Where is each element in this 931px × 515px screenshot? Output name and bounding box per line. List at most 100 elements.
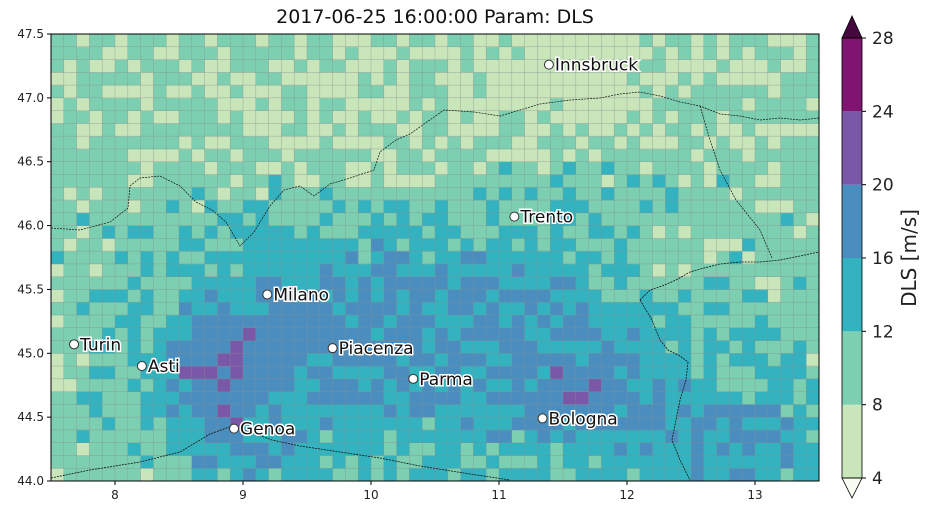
- grid-cell: [396, 136, 410, 150]
- grid-cell: [767, 225, 781, 239]
- grid-cell: [115, 161, 129, 175]
- grid-cell: [243, 110, 257, 124]
- grid-cell: [191, 276, 205, 290]
- grid-cell: [191, 97, 205, 111]
- grid-cell: [307, 123, 321, 137]
- grid-cell: [652, 429, 666, 443]
- grid-cell: [255, 417, 269, 431]
- grid-cell: [179, 59, 193, 73]
- grid-cell: [627, 85, 641, 99]
- grid-cell: [729, 148, 743, 163]
- grid-cell: [307, 404, 321, 418]
- grid-cell: [422, 238, 436, 252]
- grid-cell: [102, 110, 116, 124]
- grid-cell: [307, 212, 321, 226]
- grid-cell: [435, 327, 449, 341]
- grid-cell: [230, 110, 244, 124]
- grid-cell: [780, 97, 794, 111]
- grid-cell: [243, 289, 257, 303]
- grid-cell: [422, 378, 436, 392]
- grid-cell: [217, 353, 231, 367]
- grid-cell: [191, 353, 205, 367]
- grid-cell: [447, 378, 461, 392]
- grid-cell: [614, 251, 628, 265]
- grid-cell: [601, 302, 615, 316]
- grid-cell: [319, 391, 333, 405]
- grid-cell: [127, 353, 141, 367]
- grid-cell: [63, 148, 77, 163]
- grid-cell: [51, 34, 65, 48]
- grid-cell: [588, 148, 602, 163]
- grid-cell: [268, 417, 282, 431]
- grid-cell: [614, 263, 628, 277]
- grid-cell: [243, 238, 257, 252]
- grid-cell: [115, 46, 129, 60]
- grid-cell: [422, 353, 436, 367]
- grid-cell: [460, 289, 474, 303]
- grid-cell: [307, 72, 321, 86]
- grid-cell: [63, 59, 77, 73]
- grid-cell: [639, 97, 653, 111]
- grid-cell: [563, 442, 577, 456]
- grid-cell: [499, 59, 513, 73]
- grid-cell: [716, 34, 730, 48]
- grid-cell: [639, 314, 653, 329]
- grid-cell: [614, 404, 628, 418]
- grid-cell: [153, 59, 167, 73]
- grid-cell: [742, 378, 756, 392]
- grid-cell: [153, 187, 167, 201]
- axes: 8 9 10 11 12 1344.044.545.045.546.046.547.047…: [17, 27, 762, 502]
- grid-cell: [639, 85, 653, 99]
- grid-cell: [345, 85, 359, 99]
- grid-cell: [166, 72, 180, 86]
- grid-cell: [742, 34, 756, 48]
- grid-cell: [486, 302, 500, 316]
- grid-cell: [140, 72, 154, 86]
- grid-cell: [140, 327, 154, 341]
- grid-cell: [294, 417, 308, 431]
- grid-cell: [806, 327, 820, 341]
- grid-cell: [217, 263, 231, 277]
- grid-cell: [409, 72, 423, 86]
- grid-cell: [89, 468, 103, 482]
- grid-cell: [806, 340, 820, 354]
- grid-cell: [102, 289, 116, 303]
- grid-cell: [63, 327, 77, 341]
- grid-cell: [281, 442, 295, 456]
- grid-cell: [191, 85, 205, 99]
- grid-cell: [63, 85, 77, 99]
- grid-cell: [332, 468, 346, 482]
- grid-cell: [588, 97, 602, 111]
- grid-cell: [115, 455, 129, 469]
- grid-cell: [499, 417, 513, 431]
- grid-cell: [806, 148, 820, 163]
- grid-cell: [537, 187, 551, 201]
- grid-cell: [358, 404, 372, 418]
- grid-cell: [435, 378, 449, 392]
- grid-cell: [691, 136, 705, 150]
- grid-cell: [678, 417, 692, 431]
- grid-cell: [127, 174, 141, 188]
- grid-cell: [627, 314, 641, 329]
- grid-cell: [63, 46, 77, 60]
- grid-cell: [499, 404, 513, 418]
- grid-cell: [486, 72, 500, 86]
- grid-cell: [319, 429, 333, 443]
- grid-cell: [140, 404, 154, 418]
- grid-cell: [358, 429, 372, 443]
- grid-cell: [332, 302, 346, 316]
- grid-cell: [703, 417, 717, 431]
- grid-cell: [742, 212, 756, 226]
- grid-cell: [499, 85, 513, 99]
- grid-cell: [627, 97, 641, 111]
- grid-cell: [243, 59, 257, 73]
- grid-cell: [703, 123, 717, 137]
- grid-cell: [806, 468, 820, 482]
- grid-cell: [255, 85, 269, 99]
- grid-cell: [243, 276, 257, 290]
- grid-cell: [652, 97, 666, 111]
- grid-cell: [76, 110, 90, 124]
- grid-cell: [486, 327, 500, 341]
- grid-cell: [435, 366, 449, 380]
- grid-cell: [409, 429, 423, 443]
